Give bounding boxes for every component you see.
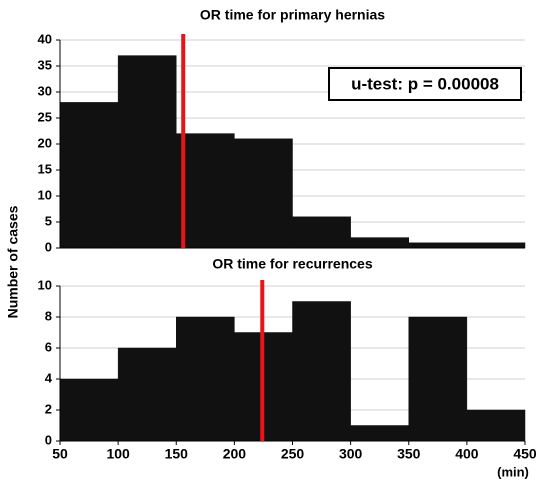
bar	[466, 242, 526, 249]
x-tick-label: 400	[455, 446, 479, 462]
y-tick-label: 6	[45, 339, 52, 354]
bar	[292, 216, 351, 249]
x-tick-label: 100	[106, 446, 130, 462]
y-tick-label: 10	[38, 277, 52, 292]
y-tick-label: 0	[45, 432, 52, 447]
x-tick-label: 350	[397, 446, 421, 462]
y-tick-label: 25	[38, 109, 52, 124]
y-tick-label: 35	[38, 57, 52, 72]
annotation: u-test: p = 0.00008	[351, 74, 499, 93]
bar	[408, 316, 468, 442]
bar	[408, 242, 468, 249]
bar	[234, 138, 293, 249]
y-tick-label: 20	[38, 135, 52, 150]
x-tick-label: 200	[223, 446, 247, 462]
x-tick-label: 150	[165, 446, 189, 462]
bar	[466, 409, 526, 442]
y-tick-label: 30	[38, 83, 52, 98]
bar	[59, 378, 119, 442]
bar	[350, 237, 409, 249]
bar	[350, 425, 409, 442]
y-tick-label: 15	[38, 161, 52, 176]
bar	[117, 347, 177, 442]
y-axis-label: Number of cases	[5, 205, 21, 318]
bar	[117, 55, 177, 249]
y-tick-label: 10	[38, 187, 52, 202]
x-axis-label: (min)	[497, 464, 529, 479]
x-tick-label: 300	[339, 446, 363, 462]
chart-title: OR time for recurrences	[212, 256, 372, 272]
annotation-box	[328, 67, 522, 101]
y-tick-label: 4	[45, 370, 53, 385]
y-tick-label: 2	[45, 401, 52, 416]
bar	[292, 301, 351, 442]
x-tick-label: 250	[281, 446, 305, 462]
x-tick-label: 50	[52, 446, 68, 462]
y-tick-label: 40	[38, 31, 52, 46]
bar	[176, 316, 235, 442]
x-tick-label: 450	[513, 446, 536, 462]
y-tick-label: 8	[45, 308, 52, 323]
y-tick-label: 5	[45, 213, 52, 228]
bar	[176, 133, 235, 249]
y-tick-label: 0	[45, 239, 52, 254]
bar	[59, 102, 119, 249]
chart-title: OR time for primary hernias	[200, 7, 385, 23]
